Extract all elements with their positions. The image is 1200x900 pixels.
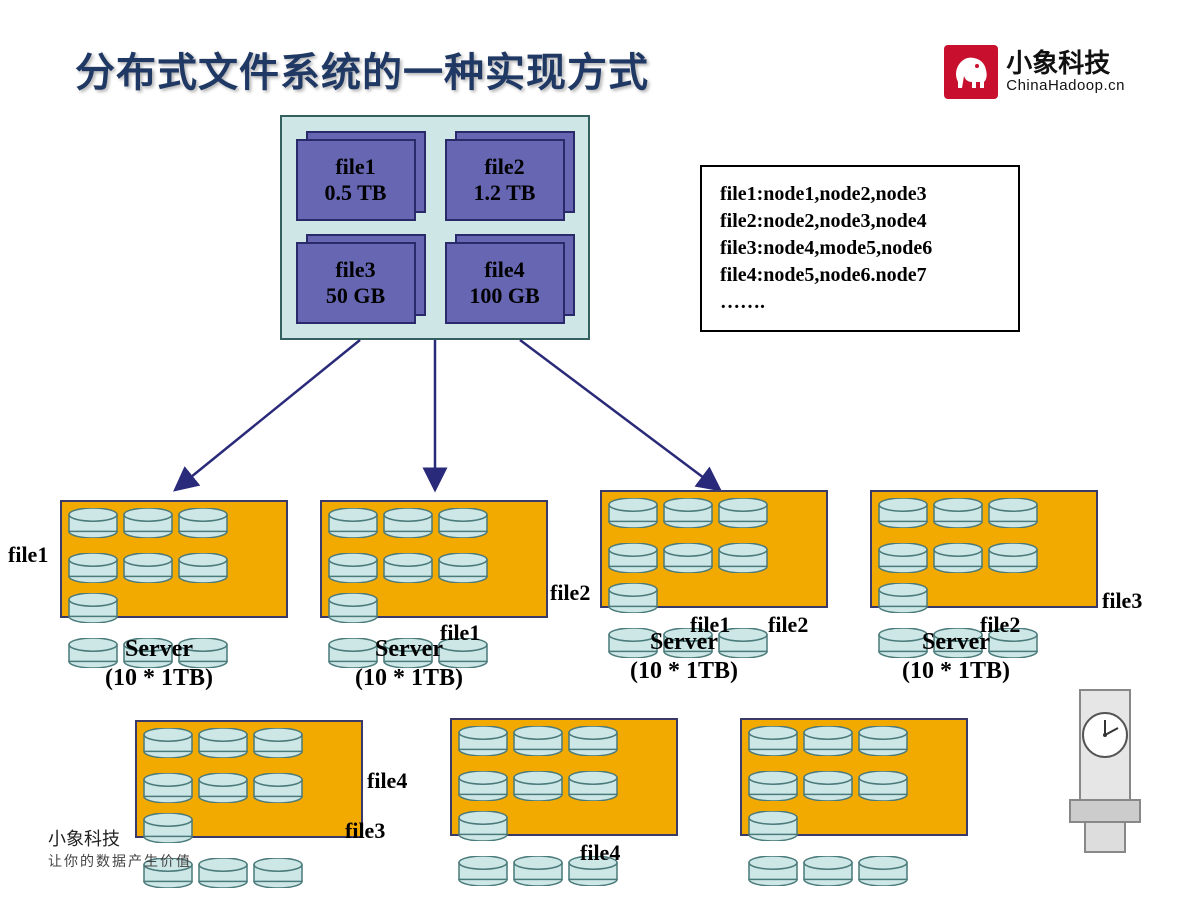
disk-icon [748, 811, 798, 846]
disk-icon [123, 553, 173, 588]
server-node [135, 720, 363, 838]
disk-icon [123, 508, 173, 543]
slide-footer: 小象科技 让你的数据产生价值 [48, 827, 192, 872]
server-node [600, 490, 828, 608]
disk-icon [663, 543, 713, 578]
disk-icon [878, 498, 928, 533]
disk-icon [253, 728, 303, 763]
server-label: Server(10 * 1TB) [105, 635, 213, 693]
disk-icon [803, 856, 853, 891]
disk-icon [718, 498, 768, 533]
disk-icon [718, 543, 768, 578]
disk-icon [933, 498, 983, 533]
disk-icon [568, 771, 618, 806]
server-node [740, 718, 968, 836]
file-node-mapping: file1:node1,node2,node3file2:node2,node3… [700, 165, 1020, 332]
server-label: Server(10 * 1TB) [902, 628, 1010, 686]
disk-icon [858, 771, 908, 806]
disk-icon [608, 543, 658, 578]
server-node [60, 500, 288, 618]
disk-icon [143, 773, 193, 808]
disk-icon [68, 553, 118, 588]
disk-icon [458, 811, 508, 846]
disk-icon [438, 508, 488, 543]
disk-icon [608, 498, 658, 533]
disk-icon [458, 856, 508, 891]
disk-icon [858, 726, 908, 761]
disk-icon [858, 856, 908, 891]
server-node [450, 718, 678, 836]
disk-icon [458, 726, 508, 761]
disk-icon [608, 583, 658, 618]
file-card: file21.2 TB [445, 131, 575, 221]
file-card: file10.5 TB [296, 131, 426, 221]
server-node [320, 500, 548, 618]
elephant-icon [944, 45, 998, 99]
file-tag: file2 [768, 612, 808, 638]
footer-brand: 小象科技 [48, 827, 192, 852]
disk-icon [328, 593, 378, 628]
master-files-container: file10.5 TBfile21.2 TBfile350 GBfile4100… [280, 115, 590, 340]
file-card: file4100 GB [445, 234, 575, 324]
disk-icon [513, 726, 563, 761]
disk-icon [253, 773, 303, 808]
logo-sub-text: ChinaHadoop.cn [1006, 78, 1125, 95]
file-tag: file4 [367, 768, 407, 794]
disk-icon [198, 728, 248, 763]
footer-tagline: 让你的数据产生价值 [48, 852, 192, 872]
disk-icon [143, 728, 193, 763]
disk-icon [878, 543, 928, 578]
file-tag: file3 [345, 818, 385, 844]
disk-icon [748, 771, 798, 806]
server-label: Server(10 * 1TB) [355, 635, 463, 693]
disk-icon [198, 858, 248, 893]
disk-icon [513, 771, 563, 806]
slide-title: 分布式文件系统的一种实现方式 [75, 40, 649, 98]
disk-icon [198, 773, 248, 808]
disk-icon [383, 508, 433, 543]
disk-icon [748, 856, 798, 891]
file-tag: file1 [8, 542, 48, 568]
disk-icon [328, 508, 378, 543]
brand-logo: 小象科技 ChinaHadoop.cn [944, 45, 1125, 99]
file-card: file350 GB [296, 234, 426, 324]
disk-icon [383, 553, 433, 588]
disk-icon [988, 498, 1038, 533]
mapping-line: file3:node4,mode5,node6 [720, 235, 1000, 262]
disk-icon [748, 726, 798, 761]
disk-icon [663, 498, 713, 533]
disk-icon [68, 508, 118, 543]
disk-icon [253, 858, 303, 893]
file-tag: file2 [550, 580, 590, 606]
disk-icon [933, 543, 983, 578]
mapping-line: file1:node1,node2,node3 [720, 181, 1000, 208]
disk-icon [328, 553, 378, 588]
disk-icon [513, 856, 563, 891]
clock-icon [1060, 680, 1150, 860]
mapping-line: ……. [720, 289, 1000, 316]
disk-icon [878, 583, 928, 618]
server-node [870, 490, 1098, 608]
mapping-line: file2:node2,node3,node4 [720, 208, 1000, 235]
disk-icon [458, 771, 508, 806]
disk-icon [438, 553, 488, 588]
file-tag: file3 [1102, 588, 1142, 614]
server-label: Server(10 * 1TB) [630, 628, 738, 686]
disk-icon [988, 543, 1038, 578]
disk-icon [803, 771, 853, 806]
disk-icon [68, 593, 118, 628]
file-tag: file4 [580, 840, 620, 866]
logo-main-text: 小象科技 [1006, 49, 1125, 78]
disk-icon [178, 553, 228, 588]
disk-icon [568, 726, 618, 761]
disk-icon [178, 508, 228, 543]
mapping-line: file4:node5,node6.node7 [720, 262, 1000, 289]
disk-icon [803, 726, 853, 761]
